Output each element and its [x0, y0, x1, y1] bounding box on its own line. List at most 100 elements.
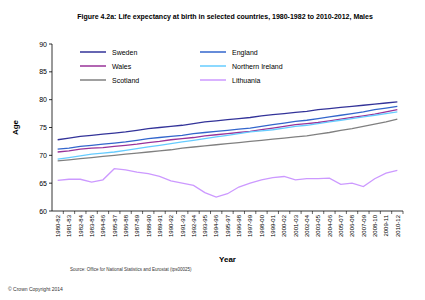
x-tick [233, 211, 234, 214]
y-tick-label: 85 [39, 68, 47, 75]
y-tick-label: 75 [39, 124, 47, 131]
x-tick-label: 2001-03 [293, 214, 299, 237]
legend-label: Wales [112, 63, 132, 70]
legend-label: Lithuania [232, 77, 261, 84]
y-tick [49, 44, 52, 45]
x-tick-label: 1982-84 [78, 214, 84, 237]
y-tick-label: 70 [39, 152, 47, 159]
x-tick-label: 1987-89 [134, 214, 140, 237]
legend-swatch [80, 65, 106, 67]
x-tick [255, 211, 256, 214]
x-tick [380, 211, 381, 214]
x-tick [97, 211, 98, 214]
x-axis [52, 211, 403, 212]
x-tick-label: 1995-97 [225, 214, 231, 237]
x-tick [244, 211, 245, 214]
x-tick-label: 1998-00 [259, 214, 265, 237]
x-tick [312, 211, 313, 214]
legend-label: England [232, 49, 258, 57]
y-tick [49, 71, 52, 72]
copyright: © Crown Copyright 2014 [8, 286, 63, 292]
x-tick [153, 211, 154, 214]
x-tick [119, 211, 120, 214]
x-tick [199, 211, 200, 214]
x-tick-label: 2006-08 [349, 214, 355, 237]
x-tick-label: 1980-82 [55, 214, 61, 237]
legend-label: Northern Ireland [232, 63, 283, 70]
x-tick-label: 1993-95 [202, 214, 208, 237]
y-tick [49, 99, 52, 100]
y-tick-label: 90 [39, 41, 47, 48]
legend-swatch [200, 65, 226, 67]
x-tick-label: 2002-04 [304, 214, 310, 237]
x-tick [108, 211, 109, 214]
x-tick-label: 2010-12 [395, 214, 401, 237]
x-tick [403, 211, 404, 214]
legend-swatch [80, 79, 106, 81]
x-tick [74, 211, 75, 214]
x-tick [142, 211, 143, 214]
lines [58, 102, 398, 197]
x-tick-label: 2009-11 [383, 214, 389, 236]
x-tick-label: 1992-94 [191, 214, 197, 237]
x-tick [221, 211, 222, 214]
y-tick [49, 155, 52, 156]
y-tick-label: 65 [39, 180, 47, 187]
y-tick [49, 183, 52, 184]
x-tick [85, 211, 86, 214]
legend-label: Sweden [112, 49, 137, 56]
x-tick [346, 211, 347, 214]
x-tick-label: 1994-96 [213, 214, 219, 237]
x-tick-label: 2000-02 [281, 214, 287, 237]
y-tick [49, 211, 52, 212]
x-tick-label: 2004-06 [327, 214, 333, 237]
x-tick-label: 1988-90 [146, 214, 152, 237]
x-tick-label: 1996-98 [236, 214, 242, 237]
title: Figure 4.2a: Life expectancy at birth in… [77, 13, 373, 21]
x-axis-title: Year [219, 255, 236, 264]
x-tick-label: 2007-09 [361, 214, 367, 237]
x-tick [267, 211, 268, 214]
series-line [58, 112, 398, 159]
y-axis-title: Age [11, 119, 20, 135]
x-tick [391, 211, 392, 214]
source: Source: Office for National Statistics a… [70, 267, 192, 272]
x-tick-label: 1997-99 [247, 214, 253, 237]
x-tick [369, 211, 370, 214]
x-tick-label: 1999-01 [270, 214, 276, 237]
legend-label: Scotland [112, 77, 139, 84]
series-line [58, 106, 398, 149]
x-tick [63, 211, 64, 214]
x-tick-label: 2003-05 [315, 214, 321, 237]
x-tick [357, 211, 358, 214]
x-tick [335, 211, 336, 214]
x-tick [323, 211, 324, 214]
y-tick [49, 127, 52, 128]
x-tick-label: 2005-07 [338, 214, 344, 237]
x-tick-label: 1989-91 [157, 214, 163, 237]
x-tick-label: 1981-83 [66, 214, 72, 237]
x-tick-label: 1986-88 [123, 214, 129, 237]
legend-swatch [80, 51, 106, 53]
x-tick [301, 211, 302, 214]
y-tick-label: 60 [39, 208, 47, 215]
x-tick-label: 1983-85 [89, 214, 95, 237]
x-tick [176, 211, 177, 214]
x-tick-label: 1990-92 [168, 214, 174, 237]
series-line [58, 110, 398, 152]
x-tick [289, 211, 290, 214]
chart: Figure 4.2a: Life expectancy at birth in… [0, 0, 425, 300]
legend-swatch [200, 79, 226, 81]
x-tick [165, 211, 166, 214]
x-tick [131, 211, 132, 214]
x-tick-label: 1985-87 [112, 214, 118, 237]
x-tick [278, 211, 279, 214]
x-tick [210, 211, 211, 214]
x-tick-label: 2008-10 [372, 214, 378, 237]
x-tick [187, 211, 188, 214]
series-line [58, 119, 398, 161]
x-tick-label: 1984-86 [100, 214, 106, 237]
x-tick-label: 1991-93 [180, 214, 186, 237]
y-tick-label: 80 [39, 96, 47, 103]
series-line [58, 169, 398, 197]
